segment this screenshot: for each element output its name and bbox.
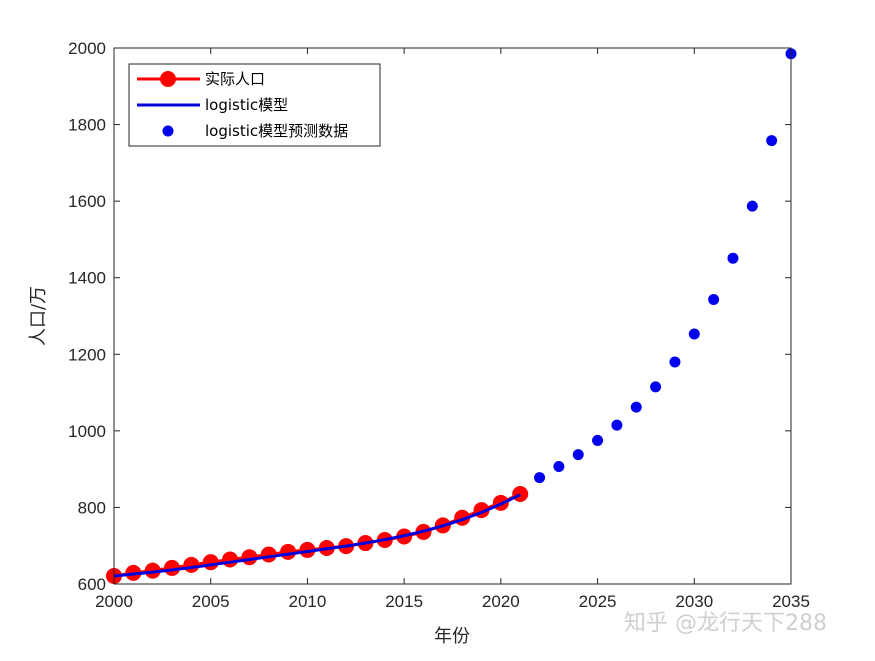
forecast-point-2023 <box>553 460 565 472</box>
forecast-point-2028 <box>650 381 662 393</box>
x-tick-label-2030: 2030 <box>675 592 713 611</box>
forecast-point-2030 <box>688 328 700 340</box>
x-tick-label-2020: 2020 <box>482 592 520 611</box>
actual-point-2002 <box>144 562 161 579</box>
forecast-point-2033 <box>746 200 758 212</box>
y-tick-label-1200: 1200 <box>68 345 106 364</box>
legend-swatch-actual-marker <box>160 71 176 87</box>
legend: 实际人口 logistic模型 logistic模型预测数据 <box>128 63 381 147</box>
x-tick-label-2010: 2010 <box>289 592 327 611</box>
y-tick-label-1600: 1600 <box>68 192 106 211</box>
actual-point-2007 <box>241 549 258 566</box>
actual-point-2010 <box>299 541 316 558</box>
legend-swatch-forecast-marker <box>162 125 174 137</box>
ticks-layer: 2000 2005 2010 2015 2020 2025 2030 2035 600 800 10… <box>68 39 810 611</box>
forecast-point-2026 <box>611 419 623 431</box>
forecast-point-2029 <box>669 356 681 368</box>
actual-point-2008 <box>260 546 277 563</box>
y-tick-label-1000: 1000 <box>68 422 106 441</box>
actual-point-2005 <box>202 554 219 571</box>
x-tick-label-2035: 2035 <box>772 592 810 611</box>
y-axis-title: 人口/万 <box>28 286 49 346</box>
y-tick-label-1400: 1400 <box>68 269 106 288</box>
y-tick-label-1800: 1800 <box>68 116 106 135</box>
y-tick-label-600: 600 <box>78 575 106 594</box>
y-tick-label-2000: 2000 <box>68 39 106 58</box>
legend-label-forecast: logistic模型预测数据 <box>205 122 348 140</box>
forecast-point-2027 <box>630 401 642 413</box>
series-model-line <box>113 493 521 578</box>
actual-point-2009 <box>280 543 297 560</box>
plot-frame <box>113 47 792 585</box>
legend-label-actual: 实际人口 <box>205 70 265 88</box>
forecast-point-2025 <box>592 434 604 446</box>
y-tick-label-800: 800 <box>78 498 106 517</box>
forecast-point-2031 <box>708 294 720 306</box>
forecast-point-2032 <box>727 252 739 264</box>
x-axis-title: 年份 <box>434 626 470 647</box>
marks-layer <box>106 48 797 584</box>
x-tick-label-2025: 2025 <box>579 592 617 611</box>
forecast-point-2022 <box>534 472 546 484</box>
legend-label-model: logistic模型 <box>205 96 288 114</box>
actual-point-2021 <box>512 486 529 503</box>
x-tick-label-2015: 2015 <box>385 592 423 611</box>
actual-point-2004 <box>183 556 200 573</box>
forecast-point-2034 <box>766 135 778 147</box>
forecast-point-2024 <box>572 449 584 461</box>
watermark: 知乎 @龙行天下288 <box>624 611 827 636</box>
x-tick-label-2005: 2005 <box>192 592 230 611</box>
actual-point-2003 <box>164 559 181 576</box>
actual-point-2006 <box>222 551 239 568</box>
x-tick-label-2000: 2000 <box>95 592 133 611</box>
